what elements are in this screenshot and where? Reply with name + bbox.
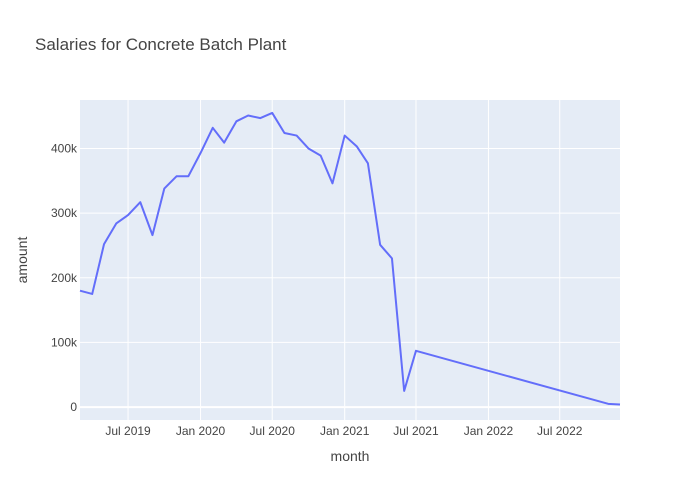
x-tick-label: Jan 2022 bbox=[464, 424, 514, 438]
y-axis-title: amount bbox=[14, 237, 30, 284]
chart-title: Salaries for Concrete Batch Plant bbox=[35, 35, 287, 54]
x-axis-title: month bbox=[331, 448, 370, 464]
series-lines bbox=[79, 111, 621, 406]
series-line bbox=[79, 111, 621, 406]
x-tick-label: Jul 2021 bbox=[393, 424, 439, 438]
y-tick-label: 300k bbox=[51, 206, 78, 220]
x-tick-label: Jan 2020 bbox=[176, 424, 226, 438]
x-tick-label: Jul 2019 bbox=[105, 424, 151, 438]
gridlines bbox=[80, 100, 620, 420]
y-tick-label: 400k bbox=[51, 141, 78, 155]
y-tick-label: 0 bbox=[70, 400, 77, 414]
y-tick-label: 200k bbox=[51, 271, 78, 285]
x-tick-label: Jan 2021 bbox=[320, 424, 370, 438]
tick-labels: 0 100k 200k 300k 400k Jul 2019 Jan 2020 Jul 202… bbox=[51, 141, 583, 438]
x-tick-label: Jul 2020 bbox=[250, 424, 296, 438]
plot-area bbox=[80, 100, 620, 420]
y-tick-label: 100k bbox=[51, 335, 78, 349]
x-tick-label: Jul 2022 bbox=[537, 424, 583, 438]
